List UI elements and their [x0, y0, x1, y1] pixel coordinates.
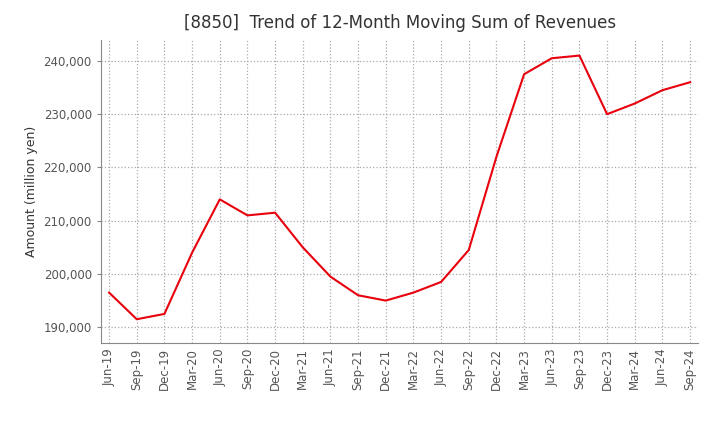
Y-axis label: Amount (million yen): Amount (million yen): [25, 126, 38, 257]
Title: [8850]  Trend of 12-Month Moving Sum of Revenues: [8850] Trend of 12-Month Moving Sum of R…: [184, 15, 616, 33]
